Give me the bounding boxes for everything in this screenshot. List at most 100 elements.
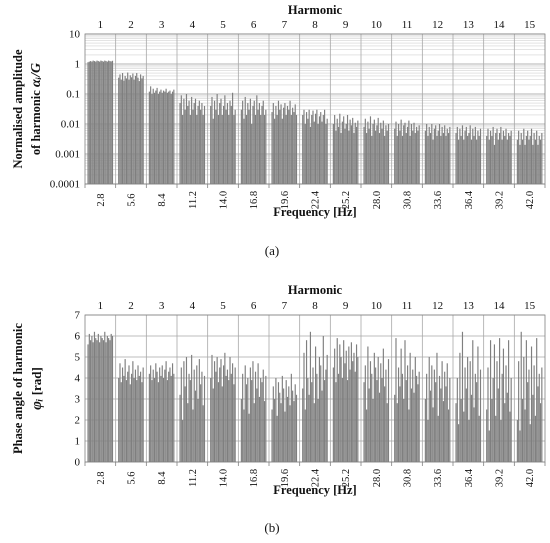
bar <box>104 60 106 184</box>
bar <box>375 367 377 462</box>
bar <box>337 373 340 462</box>
bar <box>234 367 236 462</box>
bar <box>348 346 350 462</box>
bar <box>258 103 260 184</box>
bar <box>426 124 428 184</box>
harmonic-label: 8 <box>312 19 318 31</box>
bar <box>449 378 451 462</box>
bar <box>387 124 390 184</box>
bar <box>316 109 318 184</box>
bar <box>518 361 520 462</box>
bar <box>320 365 322 462</box>
bar <box>465 126 467 184</box>
bar <box>128 365 130 462</box>
bar <box>106 336 108 462</box>
bar <box>91 61 93 185</box>
bar <box>366 409 368 462</box>
bar <box>476 139 478 184</box>
bar <box>100 336 102 462</box>
bar <box>283 107 285 184</box>
harmonic-label: 2 <box>128 300 134 312</box>
bar <box>307 118 309 184</box>
bar <box>124 75 126 184</box>
bar <box>133 79 135 184</box>
bar <box>142 75 144 184</box>
bar <box>349 369 351 462</box>
bar <box>409 352 411 462</box>
bar <box>500 420 502 462</box>
bar <box>294 384 296 462</box>
bar <box>438 124 441 184</box>
bar <box>200 384 202 462</box>
harmonic-label: 12 <box>432 300 443 312</box>
bar <box>506 392 508 462</box>
bar <box>101 61 103 185</box>
y-tick-label: 0.01 <box>61 119 80 131</box>
y-tick-label: 7 <box>75 310 81 322</box>
bar <box>470 394 473 462</box>
bar <box>234 109 236 184</box>
bar <box>468 133 470 184</box>
bar <box>334 114 336 184</box>
bar <box>263 401 266 462</box>
bar <box>461 331 464 462</box>
bar <box>456 378 458 462</box>
bar <box>292 107 294 184</box>
bar <box>110 333 112 462</box>
bar <box>134 75 137 184</box>
bar <box>169 367 171 462</box>
bar <box>341 121 343 184</box>
harmonic-label: 13 <box>463 300 475 312</box>
bar <box>271 112 273 184</box>
plot-border <box>84 314 546 463</box>
bar <box>495 415 497 462</box>
bar <box>184 109 186 184</box>
bar <box>87 344 89 462</box>
x-tick-label: 16.8 <box>249 191 260 209</box>
bar <box>313 403 315 462</box>
bar <box>123 375 125 462</box>
bar <box>277 100 280 184</box>
bar <box>173 373 175 462</box>
bar <box>171 363 174 462</box>
bar <box>397 367 400 462</box>
bar <box>486 135 488 184</box>
bar <box>336 118 338 184</box>
bar <box>375 130 377 184</box>
harmonic-label: 2 <box>128 19 134 31</box>
bar <box>131 373 133 462</box>
bar <box>459 128 461 184</box>
bar <box>372 399 374 462</box>
bar <box>363 126 365 184</box>
bar <box>265 109 267 184</box>
x-axis-label: Frequency [Hz] <box>273 205 356 219</box>
bar <box>324 109 326 184</box>
bar <box>433 128 435 184</box>
bar <box>432 139 434 184</box>
x-tick-label: 2.8 <box>96 193 107 206</box>
bar <box>136 380 138 462</box>
bar <box>397 124 400 184</box>
bar <box>385 125 387 184</box>
bar <box>247 103 249 184</box>
y-axis-label-symbol: αᵢ/G <box>29 63 44 87</box>
bar <box>364 365 366 462</box>
harmonic-label: 12 <box>432 19 443 31</box>
bar <box>456 126 458 184</box>
bar <box>196 114 198 184</box>
bar <box>344 363 346 462</box>
bar <box>134 369 137 462</box>
bar <box>105 61 107 185</box>
bar <box>510 378 512 462</box>
bar <box>538 135 540 184</box>
bar <box>87 62 89 184</box>
bar <box>530 346 533 462</box>
harmonic-label: 15 <box>524 19 536 31</box>
y-axis-label-line1: Normalised amplitude <box>11 49 25 169</box>
bar <box>435 125 437 184</box>
bar <box>276 415 278 462</box>
bar <box>502 348 505 462</box>
bar <box>378 392 381 462</box>
bar <box>508 133 510 184</box>
harmonic-label: 13 <box>463 19 475 31</box>
